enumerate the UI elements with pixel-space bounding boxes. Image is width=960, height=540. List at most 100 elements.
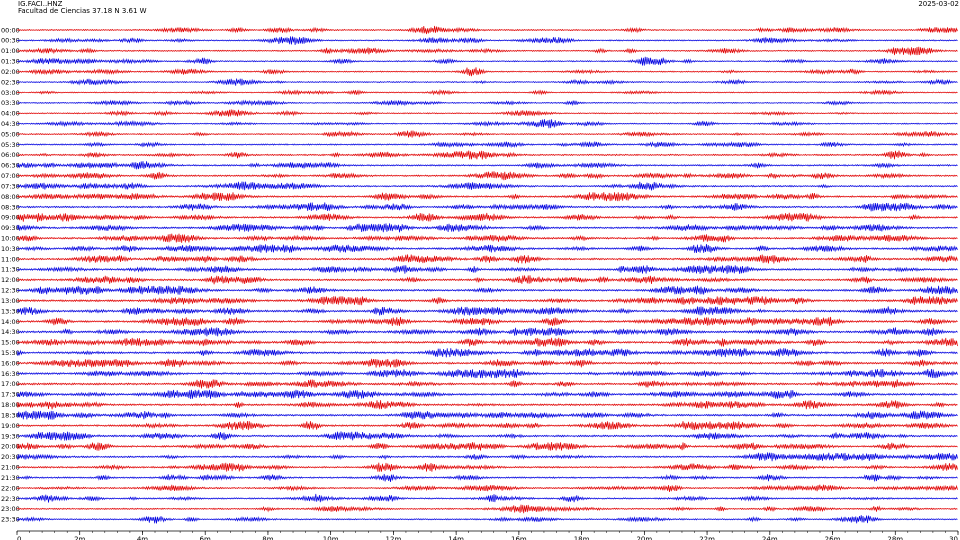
row-label: 14:00 bbox=[1, 318, 20, 326]
seismic-trace bbox=[16, 473, 958, 483]
seismic-trace bbox=[16, 181, 958, 191]
seismic-trace bbox=[16, 88, 958, 96]
row-label: 05:00 bbox=[1, 130, 20, 138]
seismic-trace bbox=[16, 130, 958, 138]
x-tick-label: 8m bbox=[262, 536, 273, 540]
seismic-trace bbox=[16, 327, 958, 337]
seismic-trace bbox=[16, 161, 958, 170]
x-tick-label: 0 bbox=[17, 536, 21, 540]
seismic-trace bbox=[16, 46, 958, 56]
row-label: 11:00 bbox=[1, 255, 20, 263]
x-tick-label: 24m bbox=[762, 536, 778, 540]
row-label: 23:30 bbox=[1, 516, 20, 524]
row-label: 18:30 bbox=[1, 411, 20, 419]
seismic-trace bbox=[16, 275, 958, 285]
seismic-trace bbox=[16, 504, 958, 514]
seismic-trace bbox=[16, 171, 958, 181]
row-label: 04:00 bbox=[1, 110, 20, 118]
row-label: 06:30 bbox=[1, 162, 20, 170]
row-label: 19:30 bbox=[1, 432, 20, 440]
row-label: 21:30 bbox=[1, 474, 20, 482]
seismic-trace bbox=[16, 389, 958, 399]
seismic-trace bbox=[16, 348, 958, 358]
seismic-trace bbox=[16, 36, 958, 46]
seismic-trace bbox=[16, 150, 958, 160]
seismic-trace bbox=[16, 233, 958, 243]
row-label: 07:00 bbox=[1, 172, 20, 180]
row-label: 08:30 bbox=[1, 203, 20, 211]
x-tick-label: 16m bbox=[511, 536, 527, 540]
row-label: 11:30 bbox=[1, 266, 20, 274]
row-label: 14:30 bbox=[1, 328, 20, 336]
seismic-trace bbox=[16, 296, 958, 306]
x-tick-label: 4m bbox=[137, 536, 148, 540]
x-tick-label: 20m bbox=[636, 536, 652, 540]
seismic-trace bbox=[16, 358, 958, 368]
row-label: 01:00 bbox=[1, 47, 20, 55]
row-label: 20:30 bbox=[1, 453, 20, 461]
seismic-trace bbox=[16, 515, 958, 524]
x-tick-label: 14m bbox=[448, 536, 464, 540]
station-title: IG.FACI..HNZ bbox=[18, 0, 63, 8]
row-label: 08:00 bbox=[1, 193, 20, 201]
seismic-trace bbox=[16, 223, 958, 233]
seismic-trace bbox=[16, 316, 958, 327]
seismic-trace bbox=[16, 265, 958, 274]
row-label: 13:00 bbox=[1, 297, 20, 305]
row-label: 03:30 bbox=[1, 99, 20, 107]
row-label: 00:00 bbox=[1, 26, 20, 34]
seismic-trace bbox=[16, 368, 958, 379]
seismic-trace bbox=[16, 56, 958, 66]
x-tick-label: 12m bbox=[386, 536, 402, 540]
row-label: 22:00 bbox=[1, 484, 20, 492]
row-label: 18:00 bbox=[1, 401, 20, 409]
station-subtitle: Facultad de Ciencias 37.18 N 3.61 W bbox=[18, 7, 147, 15]
seismic-trace bbox=[16, 379, 958, 389]
seismic-trace bbox=[16, 306, 958, 316]
row-label: 17:30 bbox=[1, 391, 20, 399]
seismic-trace bbox=[16, 67, 958, 77]
seismic-trace bbox=[16, 119, 958, 129]
row-label: 00:30 bbox=[1, 37, 20, 45]
row-label: 21:00 bbox=[1, 464, 20, 472]
row-label: 02:30 bbox=[1, 78, 20, 86]
row-label: 06:00 bbox=[1, 151, 20, 159]
seismic-trace bbox=[16, 254, 958, 264]
seismic-trace bbox=[16, 484, 958, 492]
date-label: 2025-03-02 bbox=[918, 0, 959, 8]
row-label: 16:00 bbox=[1, 359, 20, 367]
x-tick-label: 26m bbox=[825, 536, 841, 540]
row-label: 19:00 bbox=[1, 422, 20, 430]
row-label: 09:00 bbox=[1, 214, 20, 222]
row-label: 10:00 bbox=[1, 235, 20, 243]
row-label: 22:30 bbox=[1, 495, 20, 503]
seismic-trace bbox=[16, 421, 958, 431]
seismic-trace bbox=[16, 462, 958, 472]
row-label: 10:30 bbox=[1, 245, 20, 253]
seismic-trace bbox=[16, 25, 958, 35]
seismic-trace bbox=[16, 337, 958, 347]
row-label: 12:30 bbox=[1, 287, 20, 295]
row-label: 09:30 bbox=[1, 224, 20, 232]
row-label: 23:00 bbox=[1, 505, 20, 513]
row-label: 01:30 bbox=[1, 58, 20, 66]
row-label: 13:30 bbox=[1, 307, 20, 315]
seismic-trace bbox=[16, 442, 958, 451]
row-label: 17:00 bbox=[1, 380, 20, 388]
seismic-trace bbox=[16, 212, 958, 222]
x-tick-label: 10m bbox=[323, 536, 339, 540]
seismic-trace bbox=[16, 192, 958, 202]
x-tick-label: 22m bbox=[699, 536, 715, 540]
row-label: 02:00 bbox=[1, 68, 20, 76]
x-tick-label: 6m bbox=[200, 536, 211, 540]
row-label: 05:30 bbox=[1, 141, 20, 149]
seismic-trace bbox=[16, 410, 958, 420]
row-label: 15:30 bbox=[1, 349, 20, 357]
seismic-trace bbox=[16, 285, 958, 295]
row-label: 20:00 bbox=[1, 443, 20, 451]
x-tick-label: 18m bbox=[574, 536, 590, 540]
seismic-trace bbox=[16, 431, 958, 441]
row-label: 12:00 bbox=[1, 276, 20, 284]
row-label: 16:30 bbox=[1, 370, 20, 378]
